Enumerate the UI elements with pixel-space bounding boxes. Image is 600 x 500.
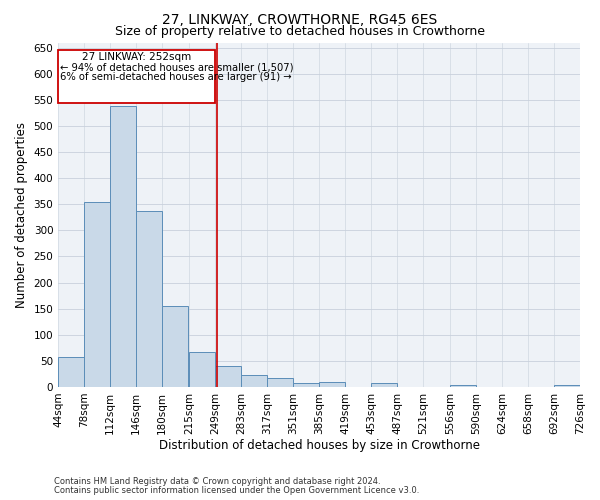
Bar <box>293 384 319 387</box>
Bar <box>110 106 136 387</box>
FancyBboxPatch shape <box>58 50 215 102</box>
Text: Contains HM Land Registry data © Crown copyright and database right 2024.: Contains HM Land Registry data © Crown c… <box>54 477 380 486</box>
Bar <box>554 385 580 387</box>
Bar <box>450 385 476 387</box>
Bar <box>58 357 84 387</box>
Bar <box>267 378 293 387</box>
X-axis label: Distribution of detached houses by size in Crowthorne: Distribution of detached houses by size … <box>158 440 479 452</box>
Y-axis label: Number of detached properties: Number of detached properties <box>15 122 28 308</box>
Text: 27, LINKWAY, CROWTHORNE, RG45 6ES: 27, LINKWAY, CROWTHORNE, RG45 6ES <box>163 12 437 26</box>
Text: Size of property relative to detached houses in Crowthorne: Size of property relative to detached ho… <box>115 25 485 38</box>
Text: 27 LINKWAY: 252sqm: 27 LINKWAY: 252sqm <box>82 52 191 62</box>
Bar <box>241 375 267 387</box>
Bar <box>319 382 345 387</box>
Bar <box>84 202 110 387</box>
Bar <box>371 383 397 387</box>
Bar <box>189 352 215 387</box>
Text: ← 94% of detached houses are smaller (1,507): ← 94% of detached houses are smaller (1,… <box>61 62 294 72</box>
Bar <box>215 366 241 387</box>
Text: Contains public sector information licensed under the Open Government Licence v3: Contains public sector information licen… <box>54 486 419 495</box>
Bar <box>136 210 162 387</box>
Text: 6% of semi-detached houses are larger (91) →: 6% of semi-detached houses are larger (9… <box>61 72 292 83</box>
Bar <box>162 306 188 387</box>
